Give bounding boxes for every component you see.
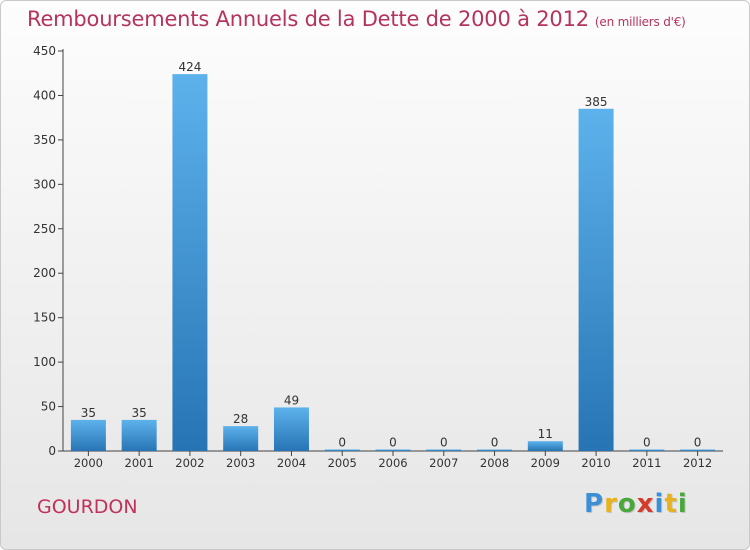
data-label-2004: 49 <box>284 393 299 407</box>
logo-letter: i <box>654 489 665 519</box>
data-label-2002: 424 <box>178 60 201 74</box>
bar-2006 <box>375 449 411 451</box>
bar-2004 <box>273 407 309 451</box>
x-tick-label: 2012 <box>683 456 712 470</box>
bar-2009 <box>527 441 563 451</box>
y-tick-label: 200 <box>33 266 56 280</box>
chart-bars <box>70 74 716 452</box>
y-tick-label: 50 <box>41 400 56 414</box>
x-tick-label: 2004 <box>277 456 306 470</box>
data-label-2006: 0 <box>389 436 397 450</box>
data-label-2003: 28 <box>233 412 248 426</box>
chart-x-ticks: 2000 2001 2002 2003 2004 2005 2006 2007 2008 2009… <box>74 451 712 470</box>
data-label-2010: 385 <box>585 95 608 109</box>
x-tick-label: 2011 <box>632 456 661 470</box>
commune-name: GOURDON <box>37 496 138 518</box>
chart-axes <box>62 49 723 452</box>
bar-2002 <box>172 74 208 451</box>
data-label-2007: 0 <box>440 436 448 450</box>
data-label-2005: 0 <box>338 436 346 450</box>
proxiti-logo: Proxiti <box>584 489 688 519</box>
logo-letter: o <box>617 489 637 519</box>
bar-2007 <box>426 449 462 451</box>
logo-letter: i <box>677 489 688 519</box>
chart-y-ticks: 0 50 100 150 200 250 300 350 400 450 <box>33 44 63 458</box>
bar-2001 <box>121 419 157 451</box>
x-tick-label: 2008 <box>480 456 509 470</box>
data-label-2009: 11 <box>538 427 553 441</box>
bar-2003 <box>223 426 259 451</box>
bar-2011 <box>629 449 665 451</box>
x-tick-label: 2007 <box>429 456 458 470</box>
x-tick-label: 2005 <box>328 456 357 470</box>
chart-data-labels: 35 35 424 28 49 0 0 0 0 11 385 0 0 <box>81 60 702 449</box>
data-label-2000: 35 <box>81 406 96 420</box>
logo-letter: t <box>664 489 678 519</box>
data-label-2008: 0 <box>491 436 499 450</box>
logo-letter: P <box>584 489 605 519</box>
chart-title-text: Remboursements Annuels de la Dette de 20… <box>27 7 589 31</box>
x-tick-label: 2000 <box>74 456 103 470</box>
chart-unit: (en milliers d'€) <box>594 15 686 29</box>
x-tick-label: 2006 <box>378 456 407 470</box>
data-label-2011: 0 <box>643 436 651 450</box>
chart-title: Remboursements Annuels de la Dette de 20… <box>27 7 686 31</box>
y-tick-label: 450 <box>33 44 56 58</box>
data-label-2001: 35 <box>132 406 147 420</box>
x-tick-label: 2010 <box>581 456 610 470</box>
y-tick-label: 250 <box>33 222 56 236</box>
y-tick-label: 0 <box>48 444 56 458</box>
y-tick-label: 300 <box>33 177 56 191</box>
bar-2012 <box>680 449 716 451</box>
y-tick-label: 350 <box>33 133 56 147</box>
bar-2008 <box>477 449 513 451</box>
y-tick-label: 150 <box>33 311 56 325</box>
bar-2010 <box>578 108 614 452</box>
logo-letter: x <box>636 489 655 519</box>
x-tick-label: 2003 <box>226 456 255 470</box>
y-tick-label: 100 <box>33 355 56 369</box>
y-tick-label: 400 <box>33 88 56 102</box>
data-label-2012: 0 <box>694 436 702 450</box>
logo-letter: r <box>604 489 618 519</box>
bar-2000 <box>70 419 106 451</box>
x-tick-label: 2009 <box>531 456 560 470</box>
x-tick-label: 2002 <box>175 456 204 470</box>
x-tick-label: 2001 <box>125 456 154 470</box>
bar-2005 <box>324 449 360 451</box>
